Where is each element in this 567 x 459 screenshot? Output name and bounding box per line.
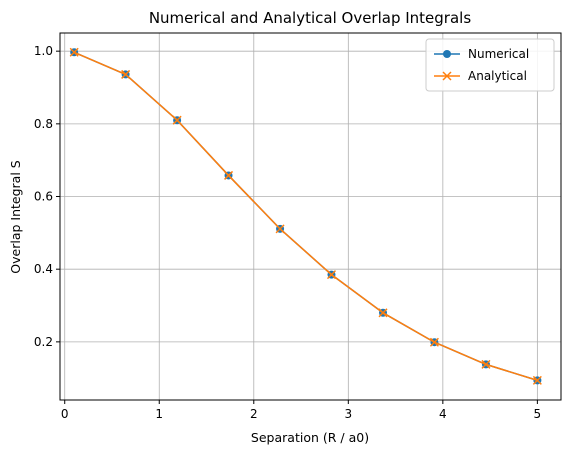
grid bbox=[60, 33, 561, 400]
data-point-analytical bbox=[224, 170, 234, 180]
legend-marker bbox=[443, 50, 451, 58]
y-tick-label: 0.2 bbox=[34, 335, 53, 349]
series-line-numerical bbox=[73, 51, 538, 382]
x-tick-label: 1 bbox=[155, 407, 163, 421]
x-tick-label: 2 bbox=[250, 407, 258, 421]
series-analytical bbox=[69, 47, 542, 385]
legend-marker bbox=[442, 71, 452, 81]
legend: Numerical Analytical bbox=[425, 38, 555, 92]
tick-layer: 0 1 2 3 4 5 0.2 0.4 0.6 0.8 1.0 bbox=[34, 44, 541, 421]
plot-frame bbox=[59, 32, 562, 401]
data-point-analytical bbox=[481, 359, 491, 369]
legend-item-numerical: Numerical bbox=[434, 47, 529, 61]
data-point-analytical bbox=[326, 270, 337, 280]
series-numerical bbox=[70, 48, 542, 385]
y-tick-label: 0.8 bbox=[34, 117, 53, 131]
x-tick-label: 5 bbox=[534, 407, 542, 421]
y-tick-label: 0.6 bbox=[34, 190, 53, 204]
series-line-analytical bbox=[73, 51, 538, 382]
legend-label: Numerical bbox=[468, 47, 529, 61]
data-point-analytical bbox=[275, 224, 285, 234]
series-layer bbox=[69, 47, 542, 385]
x-tick-label: 4 bbox=[439, 407, 447, 421]
chart-title: Numerical and Analytical Overlap Integra… bbox=[149, 9, 472, 27]
y-tick-label: 0.4 bbox=[34, 262, 53, 276]
data-point-analytical bbox=[121, 69, 131, 79]
legend-item-analytical: Analytical bbox=[434, 69, 527, 83]
legend-box bbox=[425, 38, 555, 92]
data-point-analytical bbox=[429, 337, 439, 347]
data-point-analytical bbox=[69, 47, 79, 57]
legend-label: Analytical bbox=[468, 69, 527, 83]
x-axis-label: Separation (R / a0) bbox=[251, 430, 369, 445]
x-tick-label: 3 bbox=[344, 407, 352, 421]
data-point-analytical bbox=[532, 375, 542, 385]
x-tick-label: 0 bbox=[61, 407, 69, 421]
y-axis-label: Overlap Integral S bbox=[8, 160, 23, 273]
y-tick-label: 1.0 bbox=[34, 44, 53, 58]
data-point-analytical bbox=[172, 115, 182, 125]
data-point-analytical bbox=[378, 308, 388, 318]
